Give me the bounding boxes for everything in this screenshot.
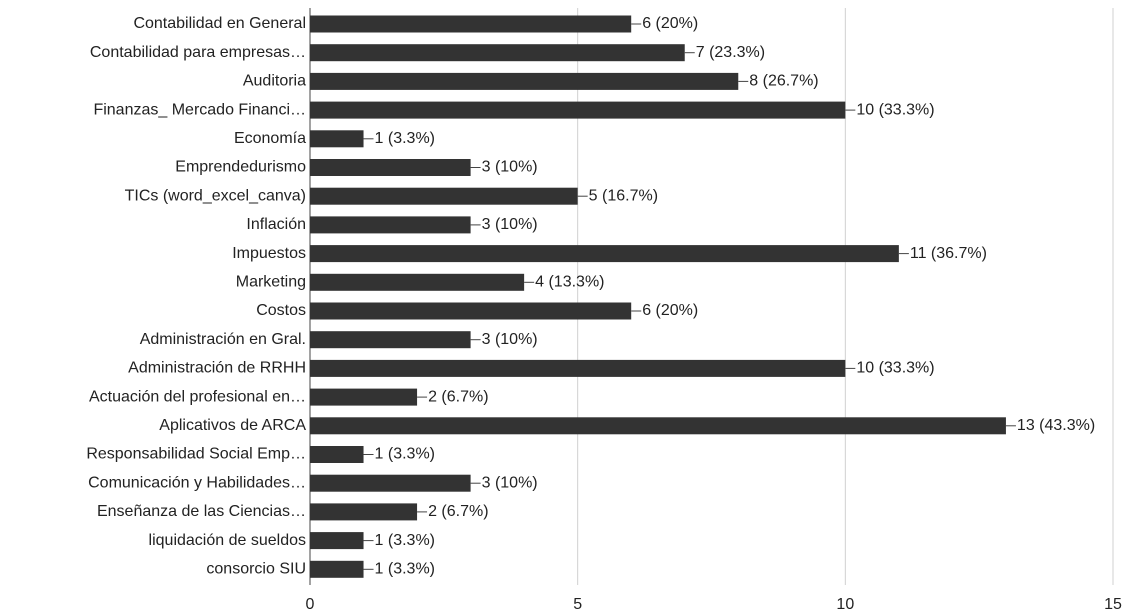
bar <box>310 159 471 176</box>
data-label: 1 (3.3%) <box>375 532 435 549</box>
bar <box>310 302 632 320</box>
x-tick-label: 5 <box>573 596 582 613</box>
bar <box>310 245 899 263</box>
bar <box>310 273 525 291</box>
y-tick-label: Auditoria <box>243 73 306 90</box>
data-label: 3 (10%) <box>482 331 538 348</box>
bar <box>310 15 632 33</box>
x-tick-label: 0 <box>306 596 315 613</box>
data-label: 7 (23.3%) <box>696 44 765 61</box>
bar <box>310 446 364 463</box>
data-label: 6 (20%) <box>642 15 698 32</box>
y-tick-label: Responsabilidad Social Emp… <box>86 446 306 463</box>
y-tick-label: Actuación del profesional en… <box>89 388 306 405</box>
bar <box>310 331 471 349</box>
y-tick-label: liquidación de sueldos <box>149 532 306 549</box>
data-label: 2 (6.7%) <box>428 503 488 520</box>
y-tick-label: consorcio SIU <box>206 561 306 578</box>
data-label: 3 (10%) <box>482 216 538 233</box>
y-tick-label: Emprendedurismo <box>175 159 306 176</box>
y-tick-label: Contabilidad para empresas… <box>90 44 306 61</box>
y-tick-label: Administración en Gral. <box>140 331 306 348</box>
data-label: 5 (16.7%) <box>589 187 658 204</box>
data-label: 10 (33.3%) <box>856 101 934 118</box>
data-label: 8 (26.7%) <box>749 73 818 90</box>
bar <box>310 187 578 205</box>
bar <box>310 130 364 148</box>
bar <box>310 101 846 119</box>
bar <box>310 44 685 62</box>
data-label: 3 (10%) <box>482 159 538 176</box>
y-tick-label: Comunicación y Habilidades… <box>88 474 306 491</box>
bar <box>310 359 846 377</box>
bar <box>310 474 471 492</box>
y-tick-label: Economía <box>234 130 306 147</box>
data-label: 11 (36.7%) <box>910 245 987 262</box>
y-tick-label: Marketing <box>236 274 306 291</box>
data-label: 13 (43.3%) <box>1017 417 1095 434</box>
data-label: 1 (3.3%) <box>375 561 435 578</box>
x-tick-label: 10 <box>836 596 854 613</box>
bar <box>310 560 364 578</box>
y-tick-label: Contabilidad en General <box>133 15 306 32</box>
data-label: 10 (33.3%) <box>856 360 934 377</box>
y-tick-label: Costos <box>256 302 306 319</box>
bar <box>310 503 418 521</box>
y-tick-label: Administración de RRHH <box>128 360 306 377</box>
data-label: 1 (3.3%) <box>375 446 435 463</box>
bar <box>310 72 739 90</box>
y-tick-label: Aplicativos de ARCA <box>159 417 306 434</box>
y-tick-label: Impuestos <box>232 245 306 262</box>
data-label: 3 (10%) <box>482 474 538 491</box>
bar <box>310 532 364 550</box>
x-tick-label: 15 <box>1104 596 1122 613</box>
data-label: 1 (3.3%) <box>375 130 435 147</box>
bar <box>310 388 418 406</box>
y-tick-label: TICs (word_excel_canva) <box>125 187 306 204</box>
bar <box>310 216 471 234</box>
y-tick-label: Enseñanza de las Ciencias… <box>97 503 306 520</box>
y-tick-label: Inflación <box>246 216 306 233</box>
bar <box>310 417 1006 435</box>
data-label: 6 (20%) <box>642 302 698 319</box>
y-tick-label: Finanzas_ Mercado Financi… <box>93 101 306 118</box>
data-label: 4 (13.3%) <box>535 274 604 291</box>
data-label: 2 (6.7%) <box>428 388 488 405</box>
